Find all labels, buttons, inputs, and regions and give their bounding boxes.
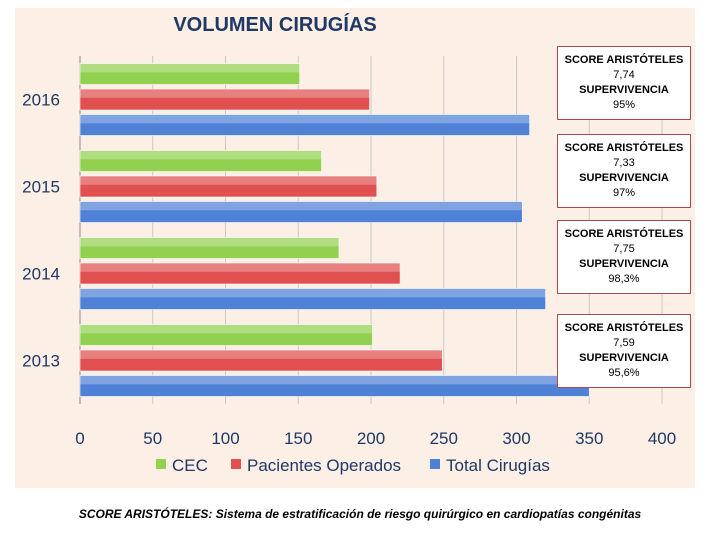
- y-tick-label: 2013: [22, 352, 60, 371]
- bar-pacientes-operados: [79, 175, 378, 198]
- score-label: SCORE ARISTÓTELES: [564, 54, 684, 66]
- bar-cec: [79, 63, 301, 85]
- y-tick-label: 2016: [22, 91, 60, 110]
- bar-cec: [79, 150, 322, 172]
- bar-highlight: [80, 176, 377, 185]
- bar-highlight: [80, 63, 300, 73]
- x-tick-label: 200: [357, 429, 385, 448]
- legend-swatch: [156, 459, 166, 469]
- bar-pacientes-operados: [79, 88, 370, 111]
- score-box-2014: SCORE ARISTÓTELES 7,75 SUPERVIVENCIA 98,…: [557, 220, 691, 294]
- bar-highlight: [80, 114, 530, 124]
- bar-pacientes-operados: [79, 262, 401, 285]
- score-box-2013: SCORE ARISTÓTELES 7,59 SUPERVIVENCIA 95,…: [557, 314, 691, 388]
- legend-label: Pacientes Operados: [247, 456, 401, 475]
- bar-cec: [79, 237, 340, 259]
- score-value: 7,33: [613, 157, 635, 169]
- x-tick-label: 300: [502, 429, 530, 448]
- y-tick-label: 2014: [22, 265, 60, 284]
- score-box-2015: SCORE ARISTÓTELES 7,33 SUPERVIVENCIA 97%: [557, 134, 691, 208]
- score-box-2016: SCORE ARISTÓTELES 7,74 SUPERVIVENCIA 95%: [557, 46, 691, 120]
- bar-total-cirug-as: [79, 114, 530, 136]
- x-tick-label: 150: [284, 429, 312, 448]
- x-tick-label: 250: [430, 429, 458, 448]
- legend-label: CEC: [172, 456, 208, 475]
- x-tick-label: 0: [75, 429, 84, 448]
- survival-value: 95%: [612, 99, 636, 111]
- x-tick-label: 400: [648, 429, 676, 448]
- survival-label: SUPERVIVENCIA: [579, 84, 669, 96]
- score-value: 7,74: [613, 69, 635, 81]
- x-tick-label: 350: [575, 429, 603, 448]
- bar-pacientes-operados: [79, 349, 443, 372]
- footnote: SCORE ARISTÓTELES: Sistema de estratific…: [78, 507, 642, 521]
- bar-highlight: [80, 150, 322, 160]
- bar-highlight: [80, 201, 523, 211]
- x-tick-label: 100: [211, 429, 239, 448]
- survival-value: 97%: [612, 187, 636, 199]
- legend-swatch: [430, 459, 440, 469]
- survival-label: SUPERVIVENCIA: [579, 258, 669, 270]
- score-value: 7,75: [613, 243, 635, 255]
- score-label: SCORE ARISTÓTELES: [564, 228, 684, 240]
- bar-highlight: [80, 324, 373, 334]
- survival-label: SUPERVIVENCIA: [579, 352, 669, 364]
- bar-highlight: [80, 288, 546, 298]
- legend-swatch: [231, 459, 241, 469]
- x-tick-label: 50: [143, 429, 162, 448]
- score-label: SCORE ARISTÓTELES: [564, 322, 684, 334]
- survival-label: SUPERVIVENCIA: [579, 172, 669, 184]
- bar-total-cirug-as: [79, 288, 546, 310]
- chart-title: VOLUMEN CIRUGÍAS: [173, 14, 377, 36]
- legend-label: Total Cirugías: [446, 456, 550, 475]
- survival-value: 95,6%: [608, 367, 640, 379]
- bar-total-cirug-as: [79, 201, 523, 223]
- bar-highlight: [80, 350, 443, 359]
- bar-highlight: [80, 263, 401, 272]
- bar-highlight: [80, 375, 590, 385]
- score-value: 7,59: [613, 337, 635, 349]
- bar-highlight: [80, 237, 339, 247]
- score-label: SCORE ARISTÓTELES: [564, 142, 684, 154]
- survival-value: 98,3%: [608, 273, 640, 285]
- bar-highlight: [80, 89, 370, 98]
- bar-cec: [79, 324, 373, 346]
- y-tick-label: 2015: [22, 178, 60, 197]
